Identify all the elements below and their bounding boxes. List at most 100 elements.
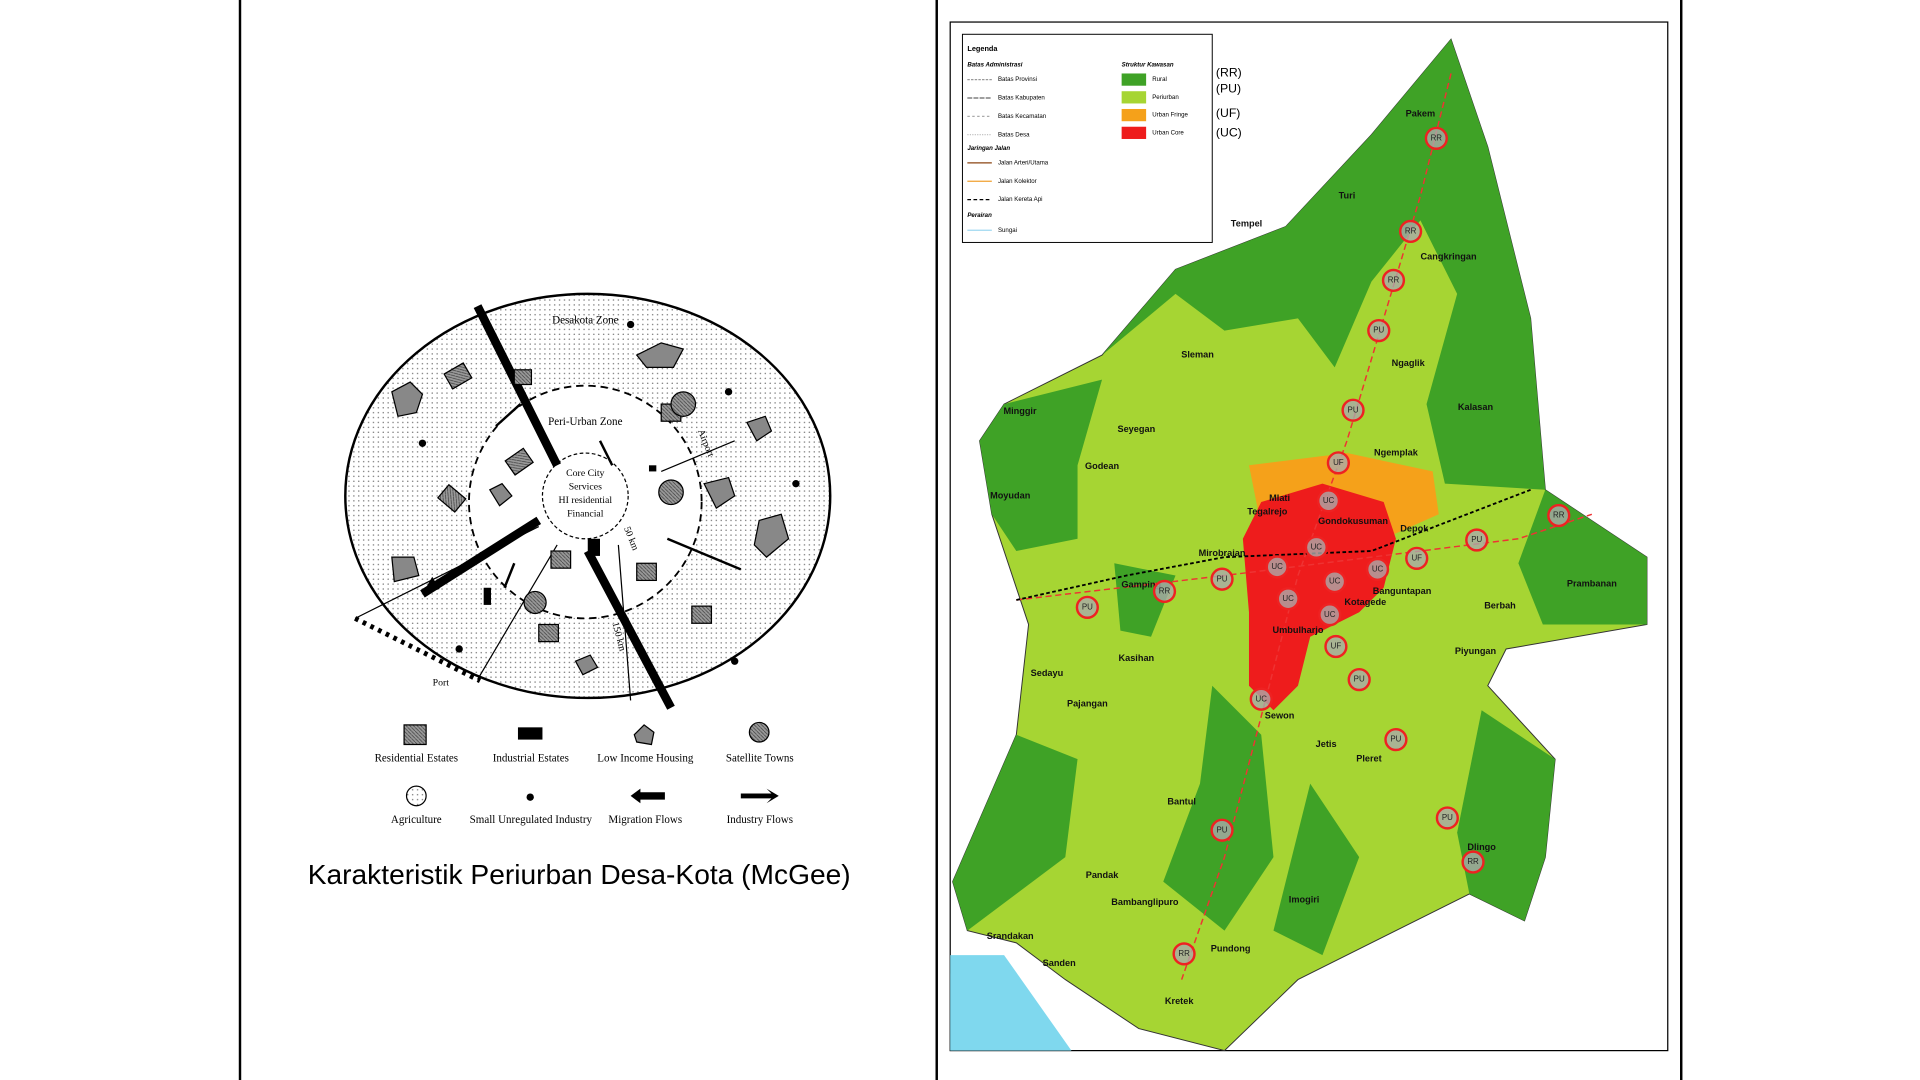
map: Legenda Batas Administrasi Batas Provinsi B… <box>949 21 1669 1052</box>
zone-marker-label: PU <box>1354 675 1365 684</box>
diagram-legend-label: Migration Flows <box>608 814 682 826</box>
district-label: Pakem <box>1406 108 1436 118</box>
legend-swatch <box>1121 126 1147 139</box>
sea <box>950 955 1072 1051</box>
legend-item: Urban Fringe <box>1152 112 1188 119</box>
core-label: Services <box>569 482 602 493</box>
legend-swatch <box>1121 91 1147 104</box>
zone-marker <box>1249 687 1273 711</box>
district-label: Bambanglipuro <box>1111 897 1179 907</box>
zone-marker-label: PU <box>1373 326 1384 335</box>
zone-marker <box>1381 268 1406 293</box>
zone-marker-label: RR <box>1467 857 1479 866</box>
district-label: Berbah <box>1484 601 1516 611</box>
diagram-legend-label: Industry Flows <box>727 814 793 826</box>
zone-marker <box>1172 942 1196 966</box>
district-label: Umbulharjo <box>1272 625 1323 635</box>
diagram-legend-label: Residential Estates <box>375 753 459 765</box>
zone-marker <box>1075 595 1099 619</box>
satellite-towns <box>523 391 697 615</box>
zone-marker-label: UC <box>1324 610 1336 619</box>
zone-marker <box>1461 850 1485 874</box>
zone-marker-label: RR <box>1405 227 1417 236</box>
flow-arrows <box>495 403 742 589</box>
district-label: Srandakan <box>987 931 1034 941</box>
legend-item: Sungai <box>998 227 1017 234</box>
zone-marker-label: RR <box>1159 587 1171 596</box>
zone-marker <box>1465 528 1489 552</box>
urban-core <box>1242 483 1396 711</box>
district-label: Pajangan <box>1067 699 1108 709</box>
legend-title: Legenda <box>967 44 998 53</box>
zone-label: Port <box>433 678 450 689</box>
district-label: Gondokusuman <box>1318 516 1388 526</box>
district-label: Pundong <box>1211 943 1251 953</box>
estates <box>437 362 713 643</box>
zone-marker <box>1435 806 1459 830</box>
port-line <box>354 616 482 684</box>
zone-marker <box>1326 451 1350 475</box>
district-label: Banguntapan <box>1373 586 1432 596</box>
district-label: Prambanan <box>1567 579 1617 589</box>
zone-marker <box>1424 126 1448 150</box>
zone-marker-label: UF <box>1331 642 1342 651</box>
legend-item: Urban Core <box>1152 129 1184 136</box>
arrows <box>420 304 675 710</box>
zone-marker-label: UC <box>1329 577 1341 586</box>
railway <box>1016 488 1531 601</box>
small-industry <box>418 320 800 665</box>
zone-marker-label: PU <box>1390 735 1401 744</box>
district-label: Minggir <box>1003 406 1037 416</box>
diagram-legend-label: Small Unregulated Industry <box>470 814 593 826</box>
legend-swatch <box>1121 108 1147 122</box>
diagram-legend-label: Industrial Estates <box>493 753 569 765</box>
core-label: Financial <box>567 509 604 520</box>
zone-marker <box>1323 570 1347 594</box>
core-label: Core City <box>566 468 604 479</box>
legend-item: Periurban <box>1152 94 1179 101</box>
zone-marker-label: UC <box>1271 562 1283 571</box>
zone-marker <box>1276 587 1300 611</box>
zone-marker <box>1341 398 1365 422</box>
legend-item: Batas Provinsi <box>998 76 1037 83</box>
district-label: Kretek <box>1165 996 1194 1006</box>
district-label: Mirobrajan <box>1199 548 1246 558</box>
district-label: Pandak <box>1086 870 1120 880</box>
zone-marker-label: PU <box>1082 602 1093 611</box>
zone-marker <box>1324 634 1348 659</box>
zone-marker <box>1367 318 1391 343</box>
legend-item: Jalan Arteri/Utama <box>998 159 1049 166</box>
district-label: Cangkringan <box>1421 252 1477 262</box>
district-label: Dlingo <box>1467 842 1496 852</box>
zone-marker-label: PU <box>1442 813 1453 822</box>
zone-marker-label: UC <box>1323 496 1335 505</box>
district-label: Pleret <box>1356 754 1382 764</box>
district-label: Piyungan <box>1455 646 1497 656</box>
district-label: Godean <box>1085 461 1120 471</box>
district-label: Sleman <box>1181 350 1214 360</box>
zone-marker <box>1210 818 1234 842</box>
district-label: Turi <box>1339 190 1356 200</box>
caption: Karakteristik Periurban Desa-Kota (McGee… <box>308 859 851 890</box>
district-label: Sedayu <box>1031 668 1064 678</box>
district-label: Jetis <box>1316 739 1337 749</box>
district-label: Sanden <box>1043 958 1077 968</box>
zone-marker <box>1210 567 1234 591</box>
diagram-legend-label: Low Income Housing <box>597 753 694 765</box>
zone-marker-label: RR <box>1431 133 1443 142</box>
legend-item: Batas Desa <box>998 131 1030 138</box>
zone-marker-label: RR <box>1178 949 1190 958</box>
zone-marker-label: RR <box>1553 511 1565 520</box>
zone-marker <box>1547 503 1571 528</box>
zone-marker <box>1265 555 1289 579</box>
legend-code: (RR) <box>1216 66 1242 80</box>
diagram-legend-label: Satellite Towns <box>726 753 794 765</box>
legend-code: (UF) <box>1216 106 1240 120</box>
zone-marker <box>1304 535 1328 559</box>
district-label: Tempel <box>1231 219 1262 229</box>
legend-item: Jalan Kereta Api <box>998 196 1043 203</box>
diagram-legend-label: Agriculture <box>391 814 442 826</box>
district-label: Kalasan <box>1458 402 1494 412</box>
legend-item: Jalan Kolektor <box>998 178 1037 185</box>
